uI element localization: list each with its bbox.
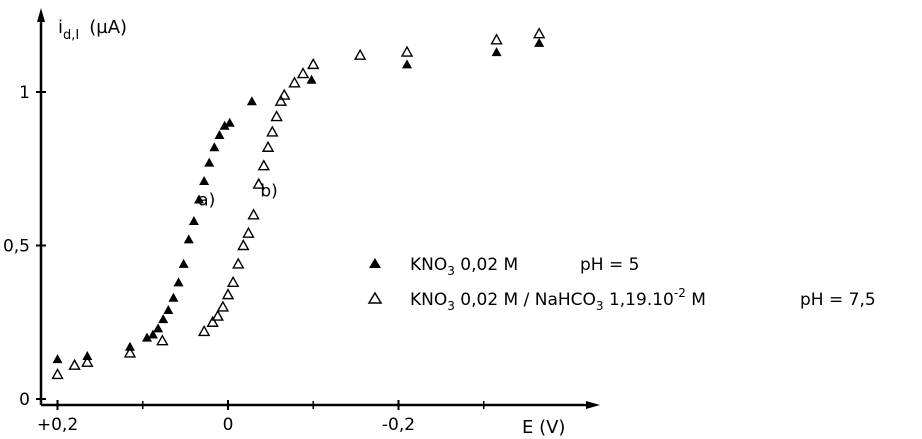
series-2-point-15 [252,177,265,189]
x-axis-label: E (V) [522,417,565,438]
series-2-point-27 [490,33,503,45]
series-1-point-9 [173,277,184,287]
series-2-point-10 [226,275,240,288]
series-2-point-21 [278,88,291,100]
x-tick-label-0: +0,2 [37,415,78,435]
series-2-point-24 [307,57,320,70]
series-1-point-1 [82,351,93,361]
x-tick-label-2: -0,2 [382,415,415,435]
series-2-point-14 [247,208,260,220]
series-1-point-11 [183,234,194,244]
series-1-point-8 [168,292,179,302]
x-axis-arrow-icon [586,401,600,409]
series-1-point-13 [194,194,205,204]
legend-open-triangle-icon [367,291,383,304]
ticks: +0,2 0 -0,2 0 0,5 1 [3,83,485,435]
series-2-point-20 [274,94,288,106]
series-1-point-20 [246,96,257,106]
legend: KNO3 0,02 M pH = 5 KNO3 0,02 M / NaHCO3 … [367,255,876,313]
series-2-point-18 [266,125,279,137]
y-tick-label-0: 0 [19,390,30,410]
series-2-point-26 [400,45,414,57]
series-1-point-5 [153,323,164,333]
series-1-point-10 [178,258,189,268]
data-marks [51,27,546,380]
series-1-point-7 [163,304,174,314]
series-2-point-16 [257,159,270,171]
series-1-point-19 [224,117,235,127]
legend-filled-triangle-icon [369,258,381,268]
series-2-point-4 [156,334,169,346]
series-1-point-21 [306,74,317,84]
series-2-point-25 [353,48,367,60]
series-1-point-6 [158,314,169,324]
y-axis-arrow-icon [37,8,45,22]
legend-item-2-label: KNO3 0,02 M / NaHCO3 1,19.10-2 M [410,286,706,313]
series-1-point-23 [491,47,502,57]
series-2-point-1 [68,358,81,370]
series-1-point-2 [124,341,135,351]
x-tick-label-1: 0 [223,415,234,435]
series-2-point-6 [206,315,219,327]
series-2-point-17 [261,140,275,152]
series-2-point-11 [232,257,245,269]
annotation-1: b) [260,181,277,201]
series-2-point-12 [237,239,250,251]
series-1-point-24 [534,37,545,47]
series-2-point-0 [51,367,64,380]
series-2-point-7 [211,309,224,321]
series-1-point-16 [209,142,220,152]
series-1-point-4 [147,329,158,339]
series-2-point-22 [288,76,301,88]
annotation-0: a) [198,191,215,211]
legend-item-2-ph: pH = 7,5 [800,290,876,310]
series-2-point-8 [216,300,230,312]
series-2-point-2 [81,355,94,367]
y-axis-label: id,I (µA) [58,17,127,43]
series-1-point-0 [52,354,63,364]
series-2-point-3 [123,346,137,358]
series-1-point-18 [219,120,230,130]
series-1-point-22 [402,59,413,69]
series-1-point-12 [188,215,199,225]
series-2-point-19 [270,110,283,122]
series-2-point-5 [197,325,211,337]
y-tick-label-2: 1 [19,83,30,103]
series-1-point-17 [214,129,225,139]
series-1-point-15 [204,157,215,167]
series-2-point-9 [221,288,235,300]
series-2-point-13 [242,226,255,238]
legend-item-1-label: KNO3 0,02 M [410,255,518,278]
series-2-point-28 [532,27,546,39]
series-1-point-14 [199,176,210,186]
legend-item-1-ph: pH = 5 [580,255,639,275]
series-1-point-3 [142,332,153,342]
series-2-point-23 [296,67,310,79]
annotations: a) b) [198,181,278,210]
y-tick-label-1: 0,5 [3,237,30,257]
